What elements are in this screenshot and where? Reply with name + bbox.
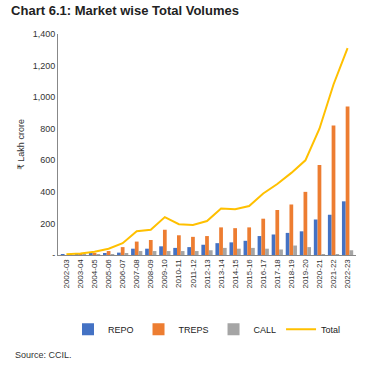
svg-text:2020-21: 2020-21 [315,259,324,289]
svg-text:CALL: CALL [254,325,277,335]
svg-text:2022-23: 2022-23 [343,259,352,289]
svg-text:2005-06: 2005-06 [104,259,113,289]
svg-text:400: 400 [40,187,55,197]
svg-text:Chart 6.1: Market wise Total V: Chart 6.1: Market wise Total Volumes [11,3,239,18]
svg-text:2021-22: 2021-22 [329,259,338,289]
svg-text:2009-10: 2009-10 [160,259,169,289]
svg-text:800: 800 [40,124,55,134]
svg-text:1,400: 1,400 [33,29,56,39]
svg-text:2004-05: 2004-05 [90,259,99,289]
svg-text:2012-13: 2012-13 [203,259,212,289]
svg-text:Source: CCIL.: Source: CCIL. [15,350,72,360]
svg-text:2018-19: 2018-19 [287,259,296,289]
svg-text:2011-12: 2011-12 [189,259,198,288]
svg-text:200: 200 [40,219,55,229]
svg-text:2017-18: 2017-18 [273,259,282,289]
svg-text:600: 600 [40,155,55,165]
svg-text:2016-17: 2016-17 [259,259,268,289]
svg-text:2003-04: 2003-04 [76,259,85,289]
svg-text:2008-09: 2008-09 [146,259,155,289]
svg-text:2002-03: 2002-03 [62,259,71,289]
svg-text:2010-11: 2010-11 [174,259,183,288]
svg-text:Total: Total [321,325,340,335]
svg-text:TREPS: TREPS [179,325,209,335]
svg-text:₹ Lakh crore: ₹ Lakh crore [16,119,26,170]
svg-text:2015-16: 2015-16 [245,259,254,289]
svg-text:2006-07: 2006-07 [118,259,127,289]
svg-text:1,000: 1,000 [33,92,56,102]
svg-text:-: - [52,250,55,260]
svg-text:2013-14: 2013-14 [217,259,226,289]
svg-text:2007-08: 2007-08 [132,259,141,289]
svg-text:2014-15: 2014-15 [231,259,240,289]
svg-text:REPO: REPO [108,325,134,335]
svg-text:2019-20: 2019-20 [301,259,310,289]
svg-text:1,200: 1,200 [33,61,56,71]
